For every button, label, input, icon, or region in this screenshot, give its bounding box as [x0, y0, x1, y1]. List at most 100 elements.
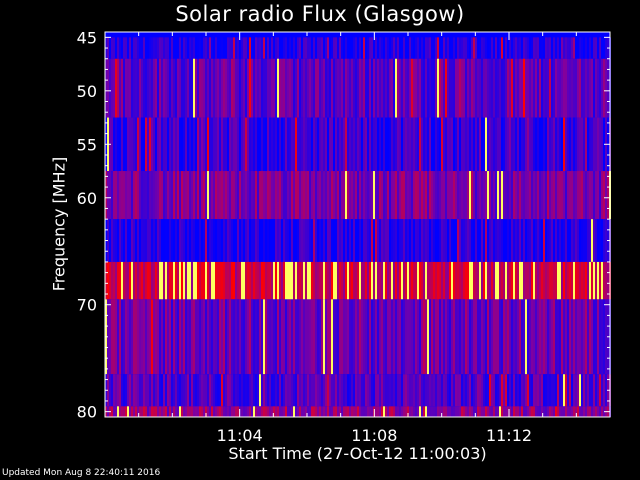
heatmap-cell — [327, 261, 329, 300]
heatmap-cell — [123, 58, 125, 118]
heatmap-cell — [537, 406, 539, 417]
heatmap-cell — [385, 261, 387, 300]
heatmap-cell — [111, 374, 113, 407]
heatmap-cell — [109, 37, 111, 59]
heatmap-cell — [477, 261, 479, 300]
heatmap-cell — [237, 261, 239, 300]
heatmap-cell — [411, 171, 413, 220]
heatmap-cell — [299, 219, 301, 262]
heatmap-cell — [289, 219, 291, 262]
heatmap-cell — [221, 299, 223, 375]
heatmap-cell — [547, 299, 549, 375]
heatmap-cell — [401, 406, 403, 417]
heatmap-cell — [371, 58, 373, 118]
heatmap-cell — [477, 406, 479, 417]
heatmap-cell — [181, 58, 183, 118]
heatmap-cell — [411, 261, 413, 300]
heatmap-cell — [391, 37, 393, 59]
heatmap-cell — [523, 58, 525, 118]
heatmap-cell — [547, 58, 549, 118]
heatmap-cell — [583, 299, 585, 375]
heatmap-cell — [203, 117, 205, 172]
heatmap-cell — [151, 261, 153, 300]
heatmap-cell — [597, 171, 599, 220]
heatmap-cell — [555, 261, 557, 300]
heatmap-cell — [259, 171, 261, 220]
heatmap-cell — [489, 299, 491, 375]
heatmap-cell — [563, 37, 565, 59]
heatmap-cell — [391, 406, 393, 417]
heatmap-cell — [579, 374, 581, 407]
heatmap-cell — [195, 171, 197, 220]
heatmap-cell — [179, 171, 181, 220]
heatmap-cell — [125, 374, 127, 407]
heatmap-cell — [319, 374, 321, 407]
heatmap-cell — [357, 261, 359, 300]
heatmap-cell — [379, 406, 381, 417]
heatmap-cell — [473, 261, 475, 300]
heatmap-cell — [289, 117, 291, 172]
heatmap-cell — [591, 299, 593, 375]
heatmap-cell — [395, 374, 397, 407]
heatmap-cell — [183, 374, 185, 407]
heatmap-cell — [325, 219, 327, 262]
heatmap-cell — [291, 58, 293, 118]
heatmap-cell — [273, 117, 275, 172]
heatmap-cell — [319, 406, 321, 417]
heatmap-cell — [335, 117, 337, 172]
heatmap-cell — [593, 58, 595, 118]
heatmap-cell — [199, 117, 201, 172]
heatmap-cell — [253, 261, 255, 300]
heatmap-cell — [397, 37, 399, 59]
heatmap-cell — [127, 299, 129, 375]
heatmap-cell — [263, 117, 265, 172]
heatmap-cell — [575, 299, 577, 375]
heatmap-cell — [455, 37, 457, 59]
heatmap-cell — [425, 219, 427, 262]
heatmap-cell — [197, 219, 199, 262]
heatmap-cell — [251, 261, 253, 300]
heatmap-cell — [583, 406, 585, 417]
heatmap-cell — [417, 374, 419, 407]
heatmap-cell — [537, 171, 539, 220]
heatmap-cell — [361, 374, 363, 407]
heatmap-cell — [111, 37, 113, 59]
heatmap-cell — [597, 58, 599, 118]
heatmap-cell — [303, 261, 305, 300]
heatmap-cell — [307, 261, 309, 300]
heatmap-cell — [407, 299, 409, 375]
heatmap-cell — [285, 58, 287, 118]
heatmap-cell — [507, 299, 509, 375]
heatmap-cell — [265, 374, 267, 407]
heatmap-cell — [449, 406, 451, 417]
heatmap-cell — [227, 171, 229, 220]
heatmap-cell — [157, 374, 159, 407]
heatmap-cell — [535, 219, 537, 262]
heatmap-cell — [599, 117, 601, 172]
heatmap-cell — [439, 299, 441, 375]
heatmap-cell — [479, 58, 481, 118]
heatmap-cell — [133, 261, 135, 300]
heatmap-cell — [121, 219, 123, 262]
heatmap-cell — [335, 37, 337, 59]
heatmap-cell — [215, 261, 217, 300]
heatmap-cell — [235, 219, 237, 262]
heatmap-cell — [195, 58, 197, 118]
heatmap-cell — [385, 406, 387, 417]
heatmap-cell — [115, 37, 117, 59]
heatmap-cell — [243, 171, 245, 220]
heatmap-cell — [329, 117, 331, 172]
heatmap-cell — [541, 117, 543, 172]
heatmap-cell — [541, 299, 543, 375]
heatmap-cell — [497, 171, 499, 220]
heatmap-cell — [209, 171, 211, 220]
heatmap-cell — [593, 171, 595, 220]
heatmap-cell — [387, 37, 389, 59]
heatmap-cell — [199, 171, 201, 220]
heatmap-cell — [241, 37, 243, 59]
heatmap-cell — [289, 374, 291, 407]
heatmap-cell — [269, 171, 271, 220]
heatmap-cell — [393, 261, 395, 300]
heatmap-cell — [147, 58, 149, 118]
heatmap-cell — [167, 374, 169, 407]
